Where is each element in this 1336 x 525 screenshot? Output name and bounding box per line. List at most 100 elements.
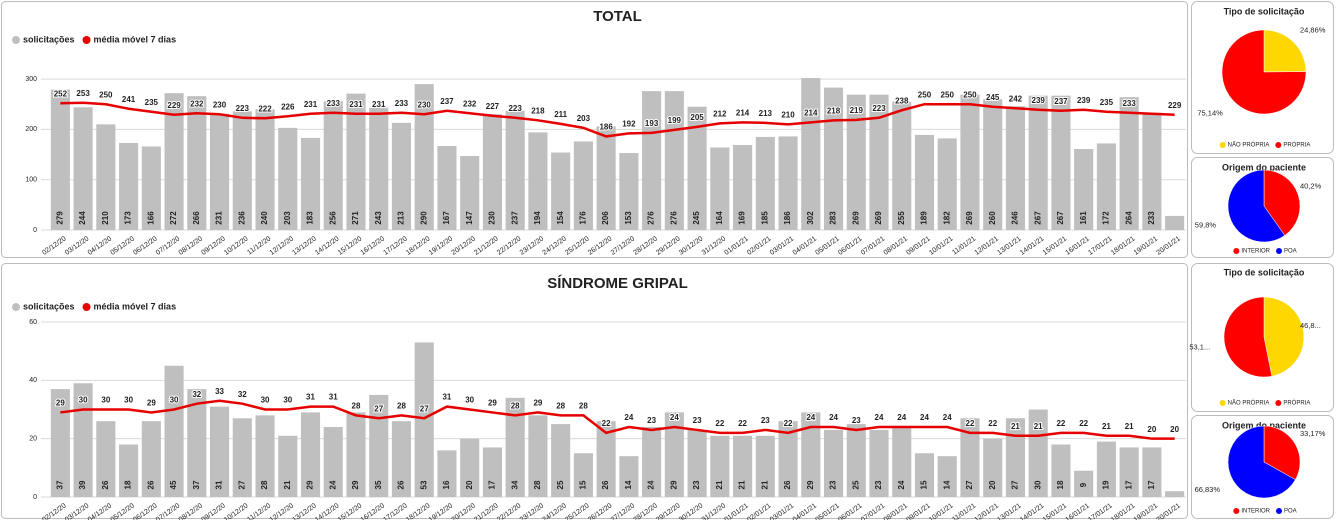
bar bbox=[551, 424, 571, 497]
bar bbox=[323, 427, 343, 497]
bar-value-label: 279 bbox=[55, 211, 64, 225]
pie-value-label: 66,83% bbox=[1195, 485, 1221, 494]
bar-value-label: 240 bbox=[260, 211, 269, 225]
bar bbox=[300, 137, 321, 230]
bar-value-label: 26 bbox=[601, 480, 610, 489]
bar bbox=[642, 427, 662, 497]
bar-value-label: 18 bbox=[1056, 480, 1065, 489]
bar bbox=[551, 152, 571, 230]
line-value-label: 32 bbox=[192, 390, 201, 399]
line-value-label: 210 bbox=[781, 110, 795, 119]
bar-value-label: 272 bbox=[169, 211, 178, 225]
moving-average-line bbox=[60, 101, 1175, 138]
line-value-label: 24 bbox=[624, 413, 633, 422]
line-value-label: 28 bbox=[352, 401, 361, 410]
line-value-label: 205 bbox=[690, 113, 704, 122]
bar-value-label: 29 bbox=[351, 480, 360, 489]
legend-swatch bbox=[1276, 508, 1282, 514]
bar bbox=[664, 91, 684, 230]
line-value-label: 229 bbox=[1168, 101, 1182, 110]
line-value-label: 232 bbox=[190, 99, 204, 108]
bar bbox=[141, 421, 161, 497]
bar-value-label: 14 bbox=[942, 480, 951, 489]
line-value-label: 238 bbox=[895, 96, 909, 105]
bar-value-label: 27 bbox=[1011, 480, 1020, 489]
bar-value-label: 276 bbox=[647, 211, 656, 225]
bar bbox=[505, 110, 525, 230]
bar bbox=[937, 456, 957, 497]
bar bbox=[209, 113, 230, 230]
bar-value-label: 210 bbox=[101, 211, 110, 225]
bar bbox=[687, 106, 707, 230]
bar bbox=[823, 429, 844, 497]
bar-value-label: 264 bbox=[1124, 211, 1133, 225]
bar-value-label: 37 bbox=[192, 480, 201, 489]
bar-value-label: 260 bbox=[988, 211, 997, 225]
bar-value-label: 161 bbox=[1079, 211, 1088, 225]
bar-value-label: 237 bbox=[510, 211, 519, 225]
bar bbox=[1005, 106, 1026, 230]
bar bbox=[164, 93, 184, 231]
bar-value-label: 183 bbox=[306, 211, 315, 225]
line-value-label: 237 bbox=[440, 97, 454, 106]
bar bbox=[710, 435, 730, 497]
bar-value-label: 203 bbox=[283, 211, 292, 225]
line-value-label: 29 bbox=[488, 399, 497, 408]
line-value-label: 223 bbox=[236, 104, 250, 113]
line-value-label: 30 bbox=[101, 396, 110, 405]
line-value-label: 230 bbox=[418, 100, 432, 109]
bar bbox=[846, 424, 866, 497]
bar bbox=[687, 429, 707, 497]
pie-legend: INTERIOR POA bbox=[1233, 248, 1297, 255]
bar-value-label: 244 bbox=[78, 211, 87, 225]
bar bbox=[437, 145, 457, 230]
bar-value-label: 28 bbox=[533, 480, 542, 489]
bar-value-label: 243 bbox=[374, 211, 383, 225]
bar bbox=[1142, 112, 1162, 230]
line-value-label: 227 bbox=[486, 102, 500, 111]
bar-value-label: 246 bbox=[1011, 211, 1020, 225]
pie-slice bbox=[1263, 29, 1307, 73]
y-tick-label: 0 bbox=[33, 494, 37, 501]
line-value-label: 250 bbox=[918, 90, 932, 99]
line-value-label: 22 bbox=[966, 419, 975, 428]
pie-slice bbox=[1263, 425, 1301, 481]
bar bbox=[1051, 95, 1071, 231]
line-value-label: 22 bbox=[784, 419, 793, 428]
bar bbox=[96, 124, 116, 230]
bar bbox=[1165, 215, 1185, 230]
bar bbox=[1096, 441, 1116, 497]
bar-value-label: 245 bbox=[692, 211, 701, 225]
legend-swatch bbox=[1219, 142, 1226, 148]
bar bbox=[869, 94, 889, 230]
bar bbox=[391, 421, 412, 497]
bar bbox=[1005, 418, 1026, 497]
bar bbox=[619, 153, 639, 230]
bar bbox=[391, 122, 412, 230]
bar bbox=[1074, 148, 1094, 230]
bar bbox=[960, 94, 980, 230]
legend-label: PRÓPRIA bbox=[1283, 400, 1310, 407]
bar bbox=[1165, 491, 1185, 497]
line-value-label: 252 bbox=[54, 89, 68, 98]
pie-value-label: 24,86% bbox=[1300, 25, 1326, 34]
bar bbox=[937, 138, 957, 230]
bar bbox=[50, 389, 70, 497]
bar bbox=[914, 453, 935, 497]
bar bbox=[755, 435, 775, 497]
bar-value-label: 213 bbox=[397, 211, 406, 225]
bar-value-label: 276 bbox=[669, 211, 678, 225]
bar bbox=[369, 394, 389, 497]
line-value-label: 250 bbox=[963, 90, 977, 99]
bar-value-label: 21 bbox=[283, 480, 292, 489]
pie-value-label: 53,1... bbox=[1189, 343, 1210, 352]
line-value-label: 203 bbox=[577, 114, 591, 123]
bar bbox=[73, 383, 93, 497]
bar bbox=[414, 342, 434, 497]
legend-swatch bbox=[1233, 508, 1240, 514]
bar-value-label: 269 bbox=[851, 211, 860, 225]
line-value-label: 30 bbox=[170, 396, 179, 405]
bar-value-label: 23 bbox=[692, 480, 701, 489]
line-value-label: 22 bbox=[602, 419, 611, 428]
line-value-label: 22 bbox=[1079, 419, 1088, 428]
